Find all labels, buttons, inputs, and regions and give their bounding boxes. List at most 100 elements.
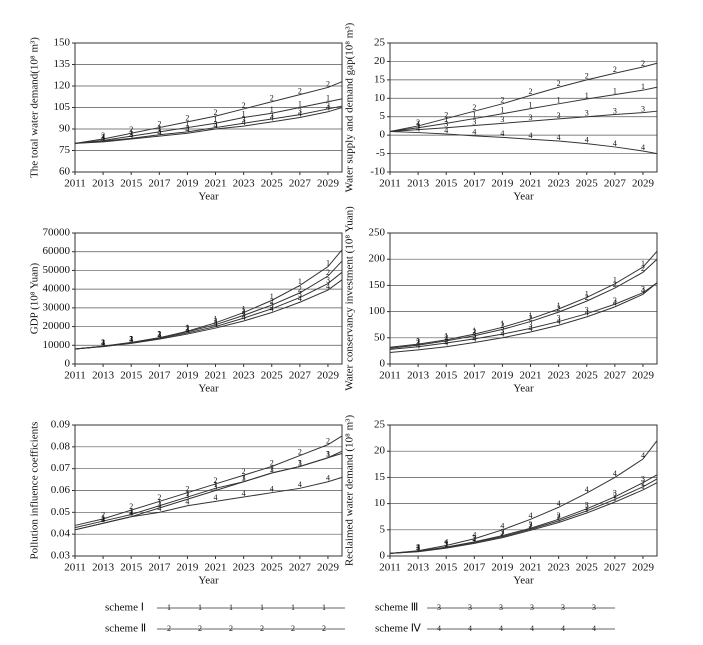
series-line: [74, 81, 343, 144]
line-marker: 3: [101, 133, 105, 142]
y-tick-label: 75: [59, 144, 71, 156]
line-marker: 3: [326, 101, 330, 110]
y-tick-label: 0.08: [51, 440, 71, 452]
line-marker: 1: [326, 450, 330, 459]
line-marker: 2: [101, 511, 105, 520]
legend-marker: 3: [561, 603, 565, 612]
line-marker: 2: [326, 268, 330, 277]
x-axis-label: Year: [198, 383, 219, 395]
y-tick-label: 60: [59, 166, 71, 178]
legend-marker: 4: [468, 624, 472, 633]
line-marker: 1: [298, 458, 302, 467]
line-marker: 1: [500, 106, 504, 115]
x-tick-label: 2023: [233, 562, 256, 574]
line-marker: 2: [157, 330, 161, 339]
line-marker: 4: [585, 135, 589, 144]
x-tick-label: 2027: [604, 370, 627, 382]
line-marker: 3: [298, 458, 302, 467]
line-marker: 3: [641, 285, 645, 294]
line-marker: 1: [444, 540, 448, 549]
legend-marker: 4: [437, 624, 441, 633]
x-tick-label: 2025: [576, 370, 599, 382]
y-axis-label: Pollution influence coefficients: [29, 422, 41, 560]
line-marker: 2: [444, 539, 448, 548]
x-tick-label: 2029: [632, 562, 655, 574]
x-tick-label: 2013: [92, 562, 115, 574]
line-marker: 3: [185, 325, 189, 334]
line-marker: 3: [472, 331, 476, 340]
line-marker: 2: [500, 321, 504, 330]
line-marker: 3: [416, 121, 420, 130]
line-marker: 3: [326, 275, 330, 284]
line-marker: 2: [613, 491, 617, 500]
line-marker: 2: [101, 131, 105, 140]
line-marker: 1: [185, 323, 189, 332]
x-tick-label: 2015: [435, 178, 458, 190]
line-marker: 1: [529, 100, 533, 109]
line-marker: 3: [500, 326, 504, 335]
line-marker: 2: [529, 521, 533, 530]
line-marker: 4: [585, 309, 589, 318]
x-axis-label: Year: [513, 575, 534, 587]
line-marker: 3: [270, 465, 274, 474]
line-marker: 3: [101, 515, 105, 524]
line-marker: 1: [185, 489, 189, 498]
x-axis-label: Year: [513, 383, 534, 395]
line-marker: 4: [585, 485, 589, 494]
line-marker: 1: [157, 124, 161, 133]
y-tick-label: 0.03: [51, 550, 71, 562]
legend-marker: 1: [167, 603, 171, 612]
legend: scheme Ⅰ 1 1 1 1 1 1 scheme Ⅱ 2 2 2 2 2 2 scheme Ⅲ 3 3 3 3…: [105, 602, 615, 635]
line-marker: 1: [214, 480, 218, 489]
line-marker: 2: [613, 65, 617, 74]
x-tick-label: 2011: [379, 562, 401, 574]
line-marker: 3: [613, 489, 617, 498]
x-tick-label: 2025: [576, 178, 599, 190]
x-tick-label: 2015: [435, 562, 458, 574]
plot-frame: [74, 232, 343, 365]
line-marker: 4: [500, 522, 504, 531]
line-marker: 1: [613, 86, 617, 95]
line-marker: 3: [270, 301, 274, 310]
plot-frame: [74, 424, 343, 557]
y-tick-label: 0.04: [51, 528, 71, 540]
subplot: 0 10000 20000 30000 40000 50000 60000 70000 2011…: [29, 227, 343, 395]
x-tick-label: 2029: [632, 370, 655, 382]
y-tick-label: 20: [374, 55, 386, 67]
line-marker: 4: [613, 469, 617, 478]
line-marker: 4: [157, 128, 161, 137]
x-tick-label: 2011: [64, 562, 86, 574]
legend-marker: 2: [198, 624, 202, 633]
subplot: 0 50 100 150 200 250 2011 2013 2015 2017 2019 2021 2…: [344, 206, 658, 395]
x-tick-label: 2023: [548, 562, 571, 574]
line-marker: 1: [129, 506, 133, 515]
x-tick-label: 2021: [205, 370, 227, 382]
y-tick-label: 250: [369, 227, 386, 239]
line-marker: 3: [444, 120, 448, 129]
x-tick-label: 2027: [289, 178, 312, 190]
plot-frame: [389, 42, 658, 173]
x-tick-label: 2025: [261, 178, 284, 190]
line-marker: 3: [500, 527, 504, 536]
x-tick-label: 2017: [148, 562, 171, 574]
line-marker: 4: [185, 125, 189, 134]
line-marker: 4: [529, 324, 533, 333]
series-line: [74, 249, 343, 350]
line-marker: 2: [129, 502, 133, 511]
x-tick-label: 2013: [92, 178, 115, 190]
line-marker: 1: [270, 465, 274, 474]
series-line: [389, 86, 658, 132]
series-line: [389, 282, 658, 350]
line-marker: 1: [529, 311, 533, 320]
x-tick-label: 2017: [463, 562, 486, 574]
line-marker: 4: [444, 537, 448, 546]
line-marker: 1: [472, 110, 476, 119]
line-marker: 3: [214, 119, 218, 128]
line-marker: 2: [326, 436, 330, 445]
line-marker: 4: [270, 114, 274, 123]
x-tick-label: 2023: [548, 178, 571, 190]
line-marker: 1: [326, 94, 330, 103]
line-marker: 2: [613, 280, 617, 289]
legend-marker: 3: [592, 603, 596, 612]
x-tick-label: 2017: [148, 178, 171, 190]
